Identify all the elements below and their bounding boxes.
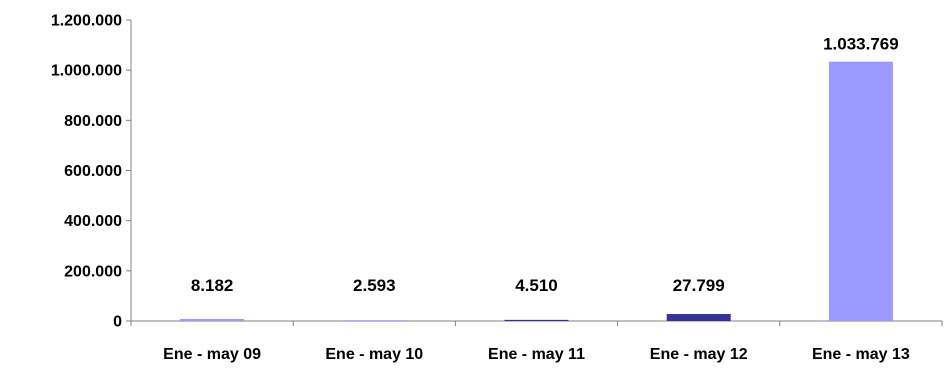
data-label: 4.510 xyxy=(515,276,558,295)
y-tick-label: 1.200.000 xyxy=(51,13,122,30)
data-label: 2.593 xyxy=(353,276,396,295)
bar xyxy=(828,61,893,321)
x-category-label: Ene - may 09 xyxy=(163,346,261,363)
data-label: 8.182 xyxy=(191,276,234,295)
x-category-label: Ene - may 13 xyxy=(812,346,910,363)
labels: 0 200.000 400.000 600.000 800.000 1.000.000 1.… xyxy=(51,13,910,364)
bar xyxy=(666,314,731,321)
y-tick-label: 1.000.000 xyxy=(51,63,122,80)
x-category-label: Ene - may 12 xyxy=(650,346,748,363)
data-label: 27.799 xyxy=(673,276,725,295)
bar xyxy=(504,319,569,321)
bars xyxy=(180,61,893,321)
x-category-label: Ene - may 11 xyxy=(488,346,585,363)
y-tick-label: 400.000 xyxy=(64,213,122,230)
y-tick-label: 600.000 xyxy=(64,163,122,180)
y-tick-label: 800.000 xyxy=(64,113,122,130)
data-label: 1.033.769 xyxy=(823,35,899,54)
y-tick-label: 200.000 xyxy=(64,263,122,280)
x-category-label: Ene - may 10 xyxy=(325,346,423,363)
y-tick-label: 0 xyxy=(113,314,122,331)
bar xyxy=(180,318,245,321)
bar xyxy=(342,320,407,321)
